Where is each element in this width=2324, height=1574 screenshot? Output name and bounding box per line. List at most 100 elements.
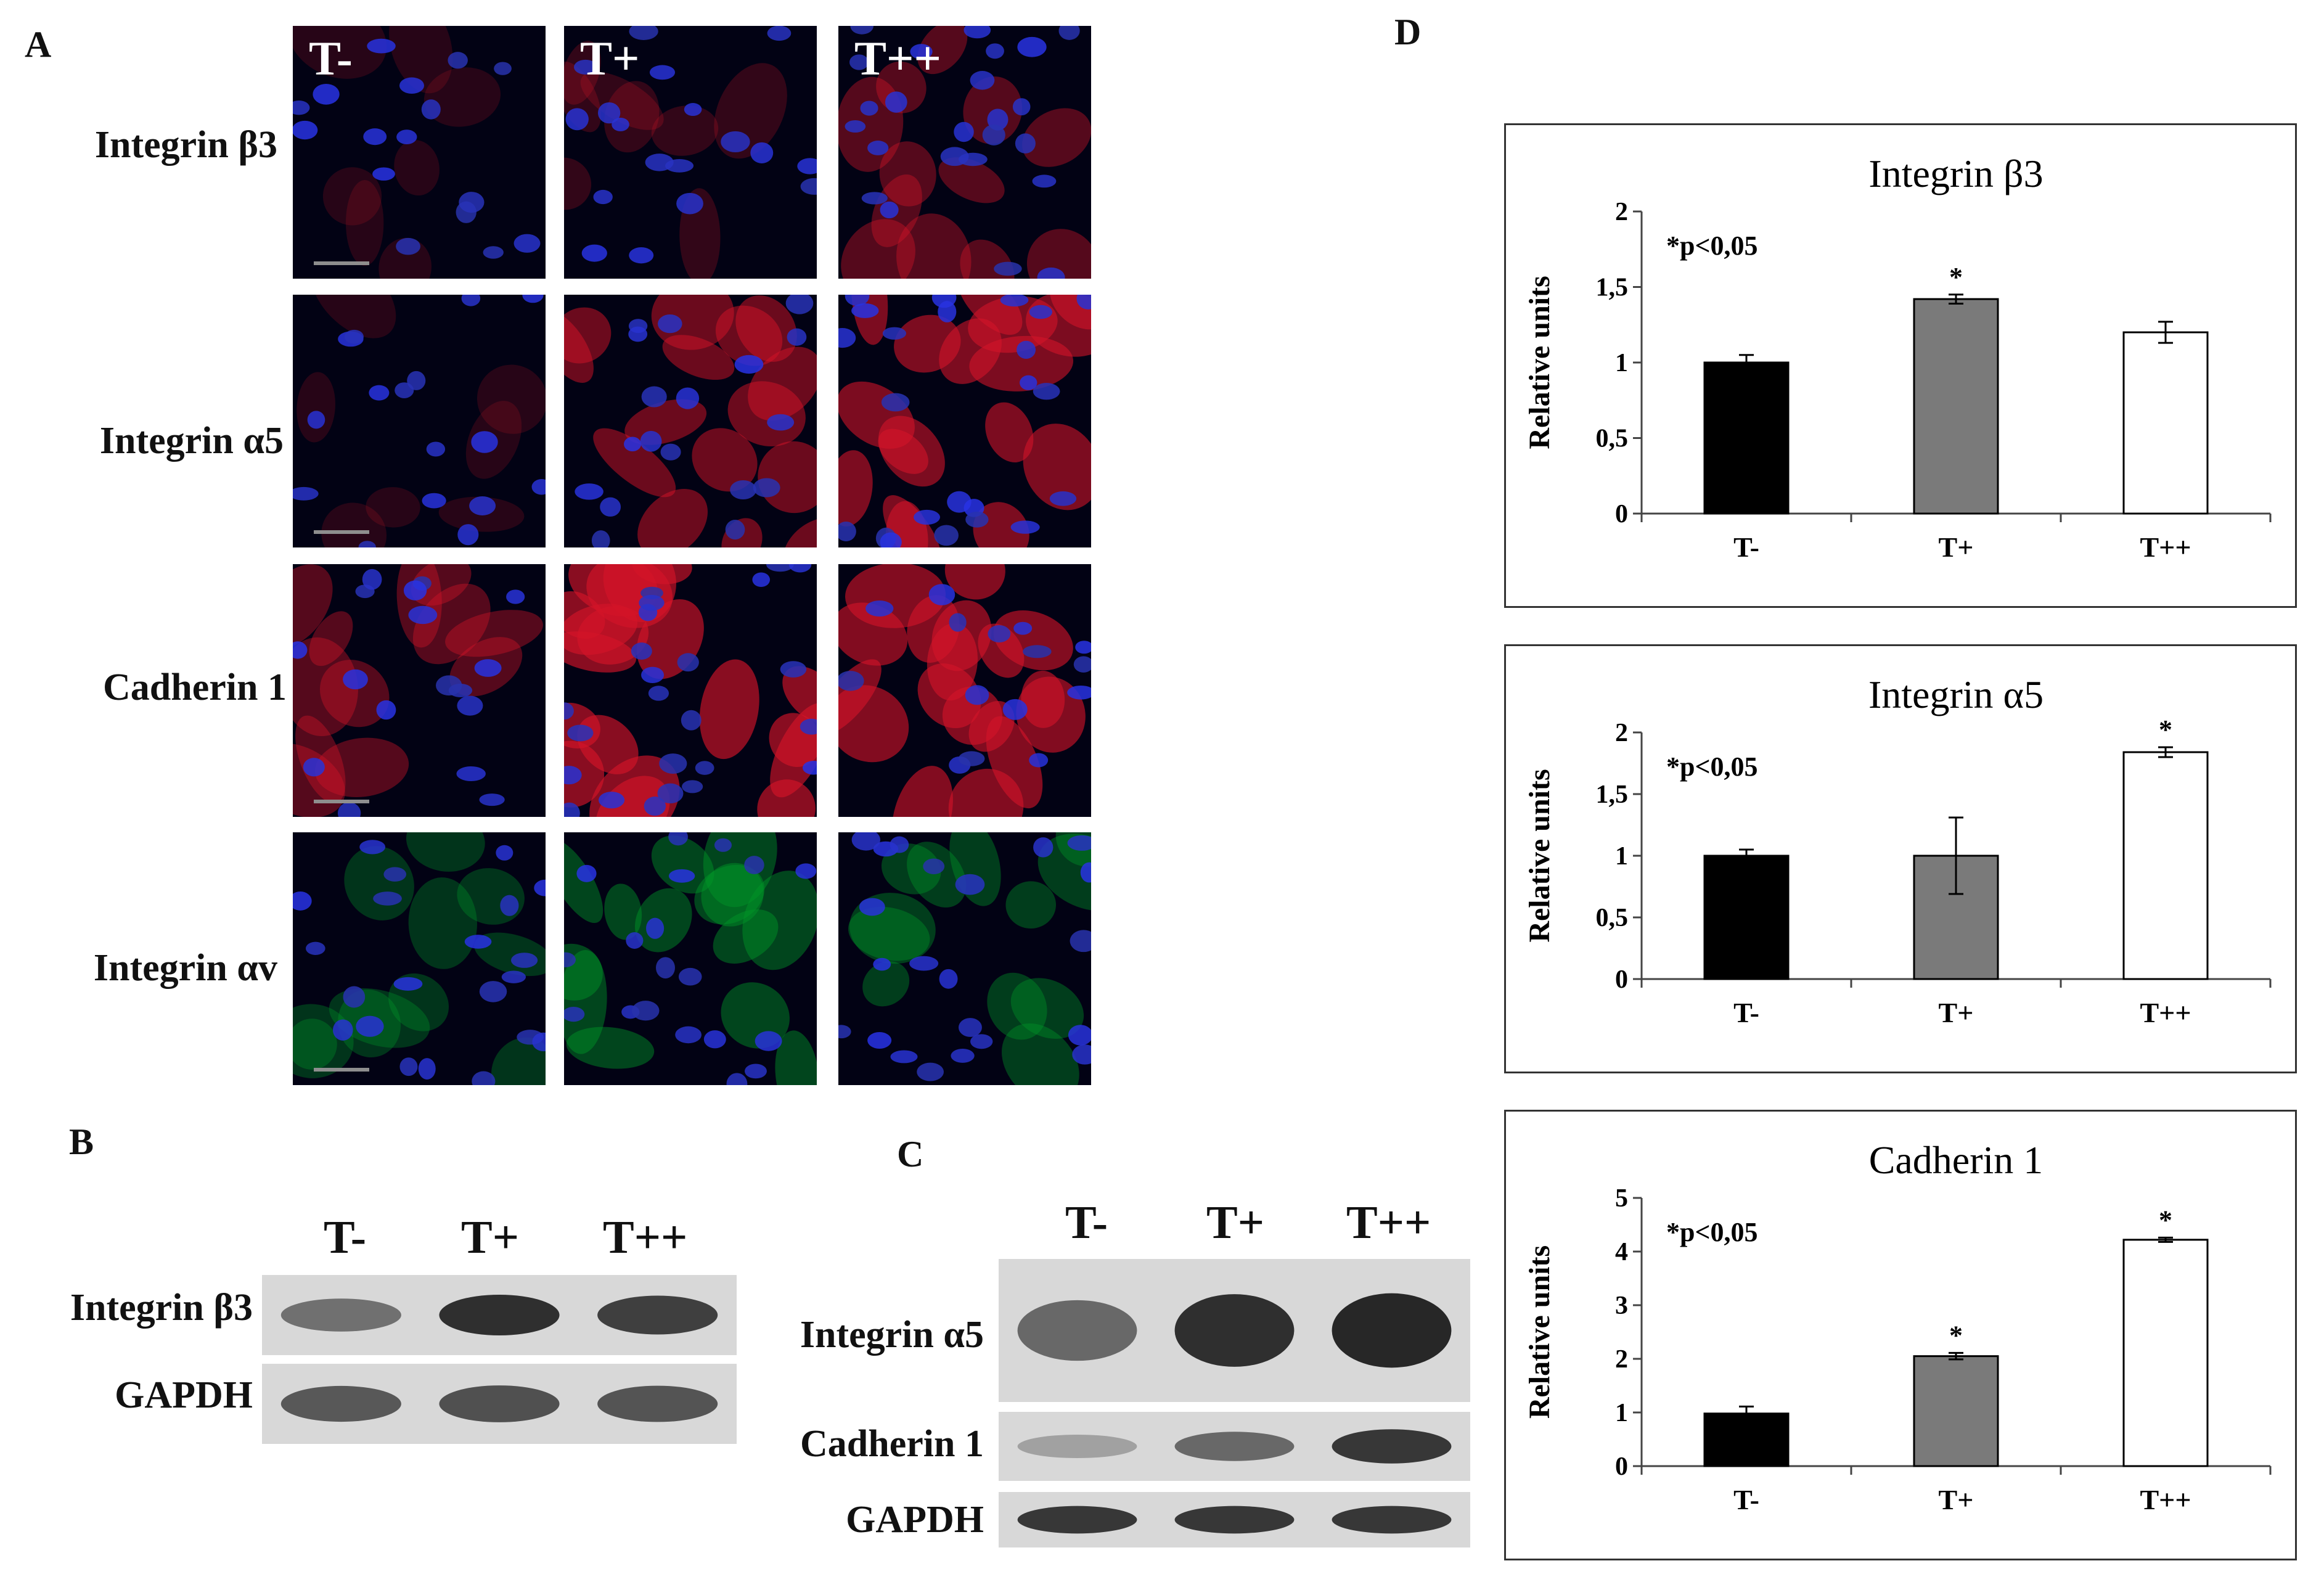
row-label-integrin-av: Integrin αv — [93, 947, 277, 989]
blot-strip-integrin-a5 — [999, 1259, 1470, 1402]
micrograph-3-2 — [564, 564, 817, 817]
bar-chart-integrin-a5: Integrin α5 *p<0,05 Relative units 0 0,5 1 1,5… — [1504, 644, 2297, 1073]
micrograph-1-3: T++ — [838, 26, 1091, 279]
column-header: T++ — [854, 31, 941, 85]
significance-note: *p<0,05 — [1666, 1217, 1758, 1247]
y-tick-label: 2 — [1615, 198, 1628, 226]
bar — [1913, 298, 1999, 515]
scale-bar — [314, 1068, 369, 1072]
x-tick-label: T++ — [2140, 997, 2191, 1028]
y-tick-label: 5 — [1615, 1184, 1628, 1213]
micrograph-4-2 — [564, 832, 817, 1085]
y-tick-label: 0,5 — [1596, 425, 1629, 453]
y-tick-label: 3 — [1615, 1292, 1628, 1320]
blot-label-gapdh: GAPDH — [846, 1499, 984, 1541]
y-tick-label: 4 — [1615, 1238, 1628, 1266]
lane-header-t-plusplus: T++ — [603, 1211, 688, 1263]
y-tick-label: 1 — [1615, 842, 1628, 871]
x-tick-label: T+ — [1939, 1484, 1974, 1515]
chart-title: Integrin α5 — [1868, 673, 2044, 716]
scale-bar — [314, 530, 369, 534]
chart-title: Cadherin 1 — [1869, 1138, 2044, 1182]
micrograph-2-2 — [564, 295, 817, 547]
blot-band — [439, 1385, 560, 1422]
y-axis-label: Relative units — [1523, 769, 1556, 942]
blot-label-integrin-a5: Integrin α5 — [800, 1314, 984, 1356]
x-tick-label: T- — [1733, 531, 1759, 563]
significance-note: *p<0,05 — [1666, 752, 1758, 782]
lane-header-t-plus: T+ — [1206, 1197, 1264, 1248]
panel-letter-b: B — [69, 1121, 94, 1162]
y-tick-label: 1,5 — [1596, 274, 1629, 302]
row-label-integrin-a5: Integrin α5 — [99, 420, 284, 462]
bar — [1703, 361, 1790, 515]
bar-chart-cadherin-1: Cadherin 1 *p<0,05 Relative units 0 1 2 3 4 5 T- *… — [1504, 1110, 2297, 1560]
micrograph-3-1 — [293, 564, 546, 817]
significance-star: * — [2159, 715, 2172, 745]
panel-a-microscopy: Integrin β3 Integrin α5 Cadherin 1 Integ… — [0, 0, 1110, 1097]
micrograph-3-3 — [838, 564, 1091, 817]
y-tick-label: 1,5 — [1596, 781, 1629, 809]
bar-chart-integrin-b3: Integrin β3 *p<0,05 Relative units 0 0,5 1 1,5… — [1504, 123, 2297, 608]
x-tick-label: T- — [1733, 1484, 1759, 1515]
panel-letter-d: D — [1394, 12, 1422, 52]
blot-band — [1332, 1506, 1452, 1534]
micrograph-2-1 — [293, 295, 546, 547]
blot-label-integrin-b3: Integrin β3 — [70, 1287, 253, 1329]
blot-strip-gapdh — [262, 1364, 737, 1444]
scale-bar — [314, 261, 369, 265]
lane-header-t-plusplus: T++ — [1346, 1197, 1431, 1248]
significance-star: * — [2159, 1205, 2172, 1235]
column-header: T- — [309, 31, 353, 85]
bar — [2122, 331, 2209, 515]
bar — [2122, 1239, 2209, 1467]
lane-header-t-plus: T+ — [461, 1211, 519, 1263]
x-tick-label: T++ — [2140, 1484, 2191, 1515]
y-axis-label: Relative units — [1523, 276, 1556, 449]
blot-band — [439, 1294, 560, 1336]
blot-band — [280, 1298, 401, 1332]
significance-star: * — [1949, 262, 1963, 292]
chart-title: Integrin β3 — [1868, 152, 2043, 195]
blot-strip-gapdh — [999, 1492, 1470, 1547]
y-tick-label: 2 — [1615, 719, 1628, 747]
panel-c-western-blot: T- T+ T++ Integrin α5 Cadherin 1 GAPDH — [764, 1184, 1492, 1566]
x-tick-label: T- — [1733, 997, 1759, 1028]
blot-band — [1174, 1294, 1295, 1367]
column-header: T+ — [580, 31, 640, 85]
blot-band — [1174, 1432, 1295, 1461]
scale-bar — [314, 800, 369, 803]
panel-b-western-blot: T- T+ T++ Integrin β3 GAPDH — [0, 1171, 758, 1480]
y-tick-label: 0,5 — [1596, 904, 1629, 932]
y-tick-label: 2 — [1615, 1345, 1628, 1374]
x-tick-label: T+ — [1939, 531, 1974, 563]
bar — [1703, 1412, 1790, 1467]
y-tick-label: 0 — [1615, 500, 1628, 528]
row-label-cadherin-1: Cadherin 1 — [103, 666, 287, 708]
y-tick-label: 1 — [1615, 1399, 1628, 1427]
blot-band — [597, 1295, 718, 1335]
blot-band — [597, 1385, 718, 1422]
micrograph-1-2: T+ — [564, 26, 817, 279]
micrograph-1-1: T- — [293, 26, 546, 279]
lane-header-t-minus: T- — [324, 1211, 367, 1263]
blot-band — [1017, 1300, 1137, 1361]
row-label-integrin-b3: Integrin β3 — [94, 124, 277, 166]
micrograph-4-3 — [838, 832, 1091, 1085]
micrograph-2-3 — [838, 295, 1091, 547]
y-axis-label: Relative units — [1523, 1245, 1556, 1419]
blot-band — [1174, 1506, 1295, 1534]
lane-header-t-minus: T- — [1065, 1197, 1108, 1248]
y-tick-label: 0 — [1615, 1453, 1628, 1481]
x-tick-label: T++ — [2140, 531, 2191, 563]
blot-label-cadherin-1: Cadherin 1 — [800, 1423, 984, 1465]
panel-letter-c: C — [897, 1134, 924, 1174]
bar — [2122, 751, 2209, 980]
significance-star: * — [1949, 1320, 1963, 1350]
bar — [1913, 1355, 1999, 1467]
blot-band — [1332, 1429, 1452, 1464]
x-tick-label: T+ — [1939, 997, 1974, 1028]
y-tick-label: 0 — [1615, 965, 1628, 994]
blot-band — [1332, 1293, 1452, 1368]
blot-band — [1017, 1434, 1137, 1459]
